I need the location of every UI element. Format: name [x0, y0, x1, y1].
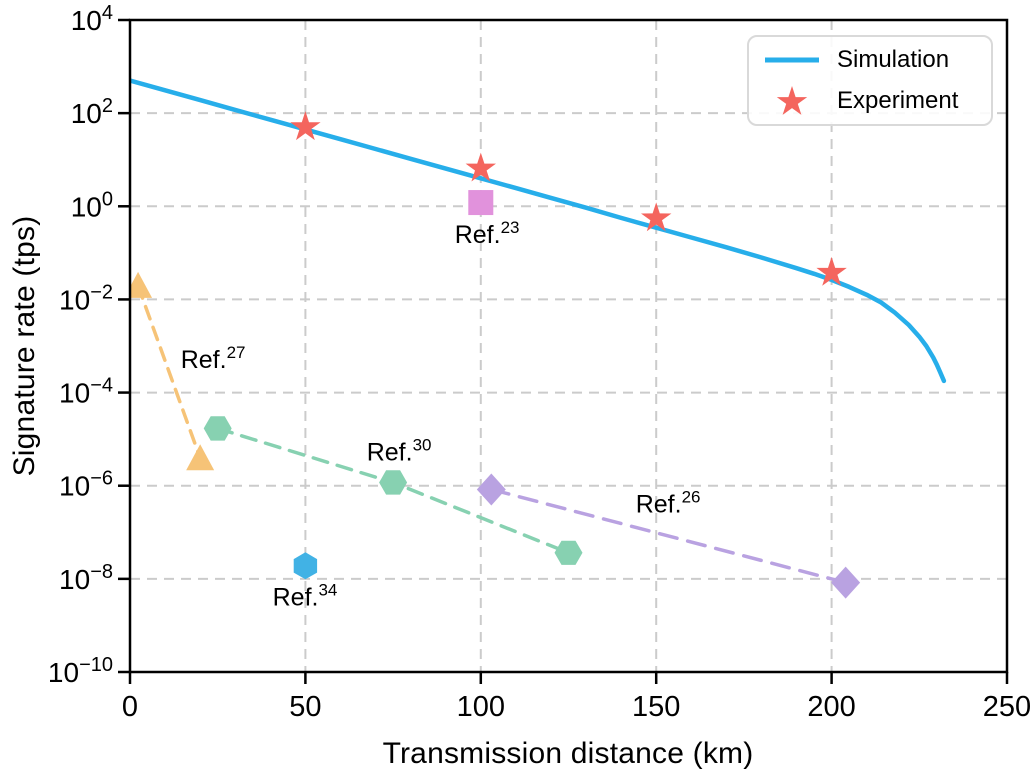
experiment-star-swatch: [759, 83, 825, 119]
x-axis-title: Transmission distance (km): [382, 737, 754, 770]
annotation-ref-34: Ref.34: [273, 581, 338, 612]
Ref.34-hexagon-pointy-marker-50km: [293, 552, 318, 580]
legend: Simulation Experiment: [747, 35, 993, 126]
series-ref34: [293, 552, 318, 580]
Ref.30-hexagon-flat-marker-75km: [379, 470, 408, 495]
series-ref26: [476, 473, 861, 599]
Ref.26-diamond-marker-103km: [476, 473, 506, 506]
y-tick-label-1e-8: 10−8: [59, 561, 113, 595]
star-icon: [776, 85, 808, 115]
series-experiment: [290, 111, 847, 286]
y-tick-label-1e2: 102: [71, 95, 113, 129]
Experiment-star-marker-100km: [465, 152, 496, 182]
x-tick-label-0: 0: [122, 691, 138, 723]
Simulation-line: [130, 78, 947, 384]
legend-item-simulation: Simulation: [759, 41, 991, 79]
Ref.27-triangle-up-marker-2.3km: [130, 271, 153, 298]
y-axis-title: Signature rate (tps): [8, 215, 41, 477]
x-tick-label-150: 150: [632, 691, 680, 723]
series-ref30: [203, 416, 583, 565]
annotation-ref-23: Ref.23: [455, 218, 520, 249]
Ref.30-hexagon-flat-marker-125km: [554, 540, 583, 565]
y-tick-label-1e-2: 10−2: [59, 281, 113, 315]
Ref.27-triangle-up-marker-20km: [186, 444, 215, 471]
y-tick-label-1e4: 104: [71, 2, 113, 36]
x-tick-label-100: 100: [457, 691, 505, 723]
annotation-ref-27: Ref.27: [181, 343, 246, 374]
legend-label-experiment: Experiment: [837, 86, 959, 114]
Experiment-star-marker-150km: [641, 202, 672, 232]
series-ref23: [468, 190, 494, 216]
Ref.26-line: [489, 487, 848, 585]
series-ref27: [130, 271, 215, 471]
y-tick-label-1e-6: 10−6: [59, 468, 113, 502]
y-tick-label-1e-4: 10−4: [59, 375, 113, 409]
annotation-ref-26: Ref.26: [636, 487, 701, 518]
series-simulation: [130, 78, 947, 384]
simulation-line-swatch: [759, 56, 825, 64]
x-tick-label-50: 50: [289, 691, 321, 723]
series-layer: [130, 78, 947, 599]
Experiment-star-marker-200km: [816, 256, 847, 286]
plot-border: [128, 18, 1009, 674]
Experiment-star-marker-50km: [290, 111, 321, 141]
axis-ticks: 0 50 100 150 200 250 104 102 100 10−2 10−4 10−6 10−8…: [48, 2, 1031, 723]
y-tick-label-1e-10: 10−10: [48, 654, 113, 688]
x-tick-label-250: 250: [983, 691, 1031, 723]
Ref.23-square-marker-100km: [468, 190, 494, 216]
Ref.27-line: [136, 284, 202, 460]
legend-item-experiment: Experiment: [759, 82, 991, 120]
annotation-ref-30: Ref.30: [367, 435, 432, 466]
Ref.26-diamond-marker-204km: [831, 566, 861, 599]
Ref.30-hexagon-flat-marker-25km: [203, 416, 232, 441]
legend-label-simulation: Simulation: [837, 46, 950, 74]
x-tick-label-200: 200: [807, 691, 855, 723]
y-tick-label-1e0: 100: [71, 188, 113, 222]
